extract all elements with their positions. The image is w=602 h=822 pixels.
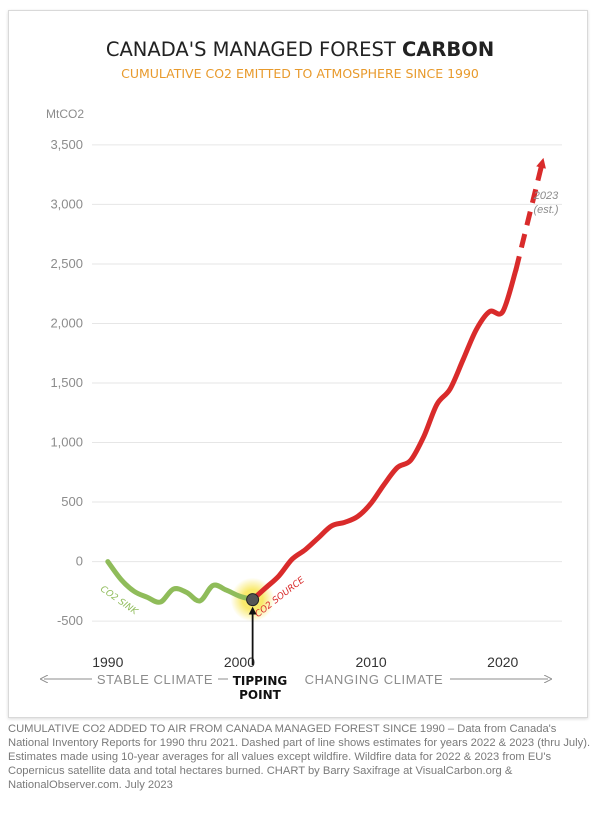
tipping-point-label-line1: TIPPING [233,674,288,688]
y-tick-label: 2,000 [50,315,83,330]
y-tick-label: 3,500 [50,137,83,152]
grid-lines [92,144,562,622]
estimate-label-est: (est.) [533,204,558,216]
chart-caption: CUMULATIVE CO2 ADDED TO AIR FROM CANADA … [8,723,591,791]
y-tick-label: 1,500 [50,375,83,390]
y-axis-ticks: -500 0 500 1,000 1,500 2,000 2,500 3,000 3,500 [50,137,83,628]
series-line-estimate [513,157,546,271]
stable-climate-label: STABLE CLIMATE [97,672,213,687]
x-tick-label: 2000 [224,654,255,670]
chart-frame [8,10,588,718]
chart-title-bold: CARBON [402,38,494,61]
estimate-label-year: 2023 [533,190,559,202]
y-tick-label: 500 [61,494,83,509]
y-tick-label: 3,000 [50,196,83,211]
changing-climate-label: CHANGING CLIMATE [305,672,444,687]
chart-title-regular: CANADA'S MANAGED FOREST [106,38,402,61]
x-tick-label: 2020 [487,654,518,670]
tipping-point-label-line2: POINT [239,688,282,702]
x-axis-ticks: 1990 2000 2010 2020 [92,654,518,670]
x-tick-label: 1990 [92,654,123,670]
y-tick-label: 0 [76,554,83,569]
y-tick-label: 2,500 [50,256,83,271]
chart: CANADA'S MANAGED FOREST CARBON CUMULATIV… [0,38,562,702]
series-line-co2-source [250,267,519,603]
x-tick-label: 2010 [356,654,387,670]
y-axis-label: MtCO2 [46,107,84,121]
chart-subtitle: CUMULATIVE CO2 EMITTED TO ATMOSPHERE SIN… [121,66,479,81]
y-tick-label: 1,000 [50,435,83,450]
tipping-point-dot [246,593,260,607]
chart-title: CANADA'S MANAGED FOREST CARBON [106,38,494,61]
y-tick-label: -500 [57,613,83,628]
series-line-co2-sink [105,559,256,605]
